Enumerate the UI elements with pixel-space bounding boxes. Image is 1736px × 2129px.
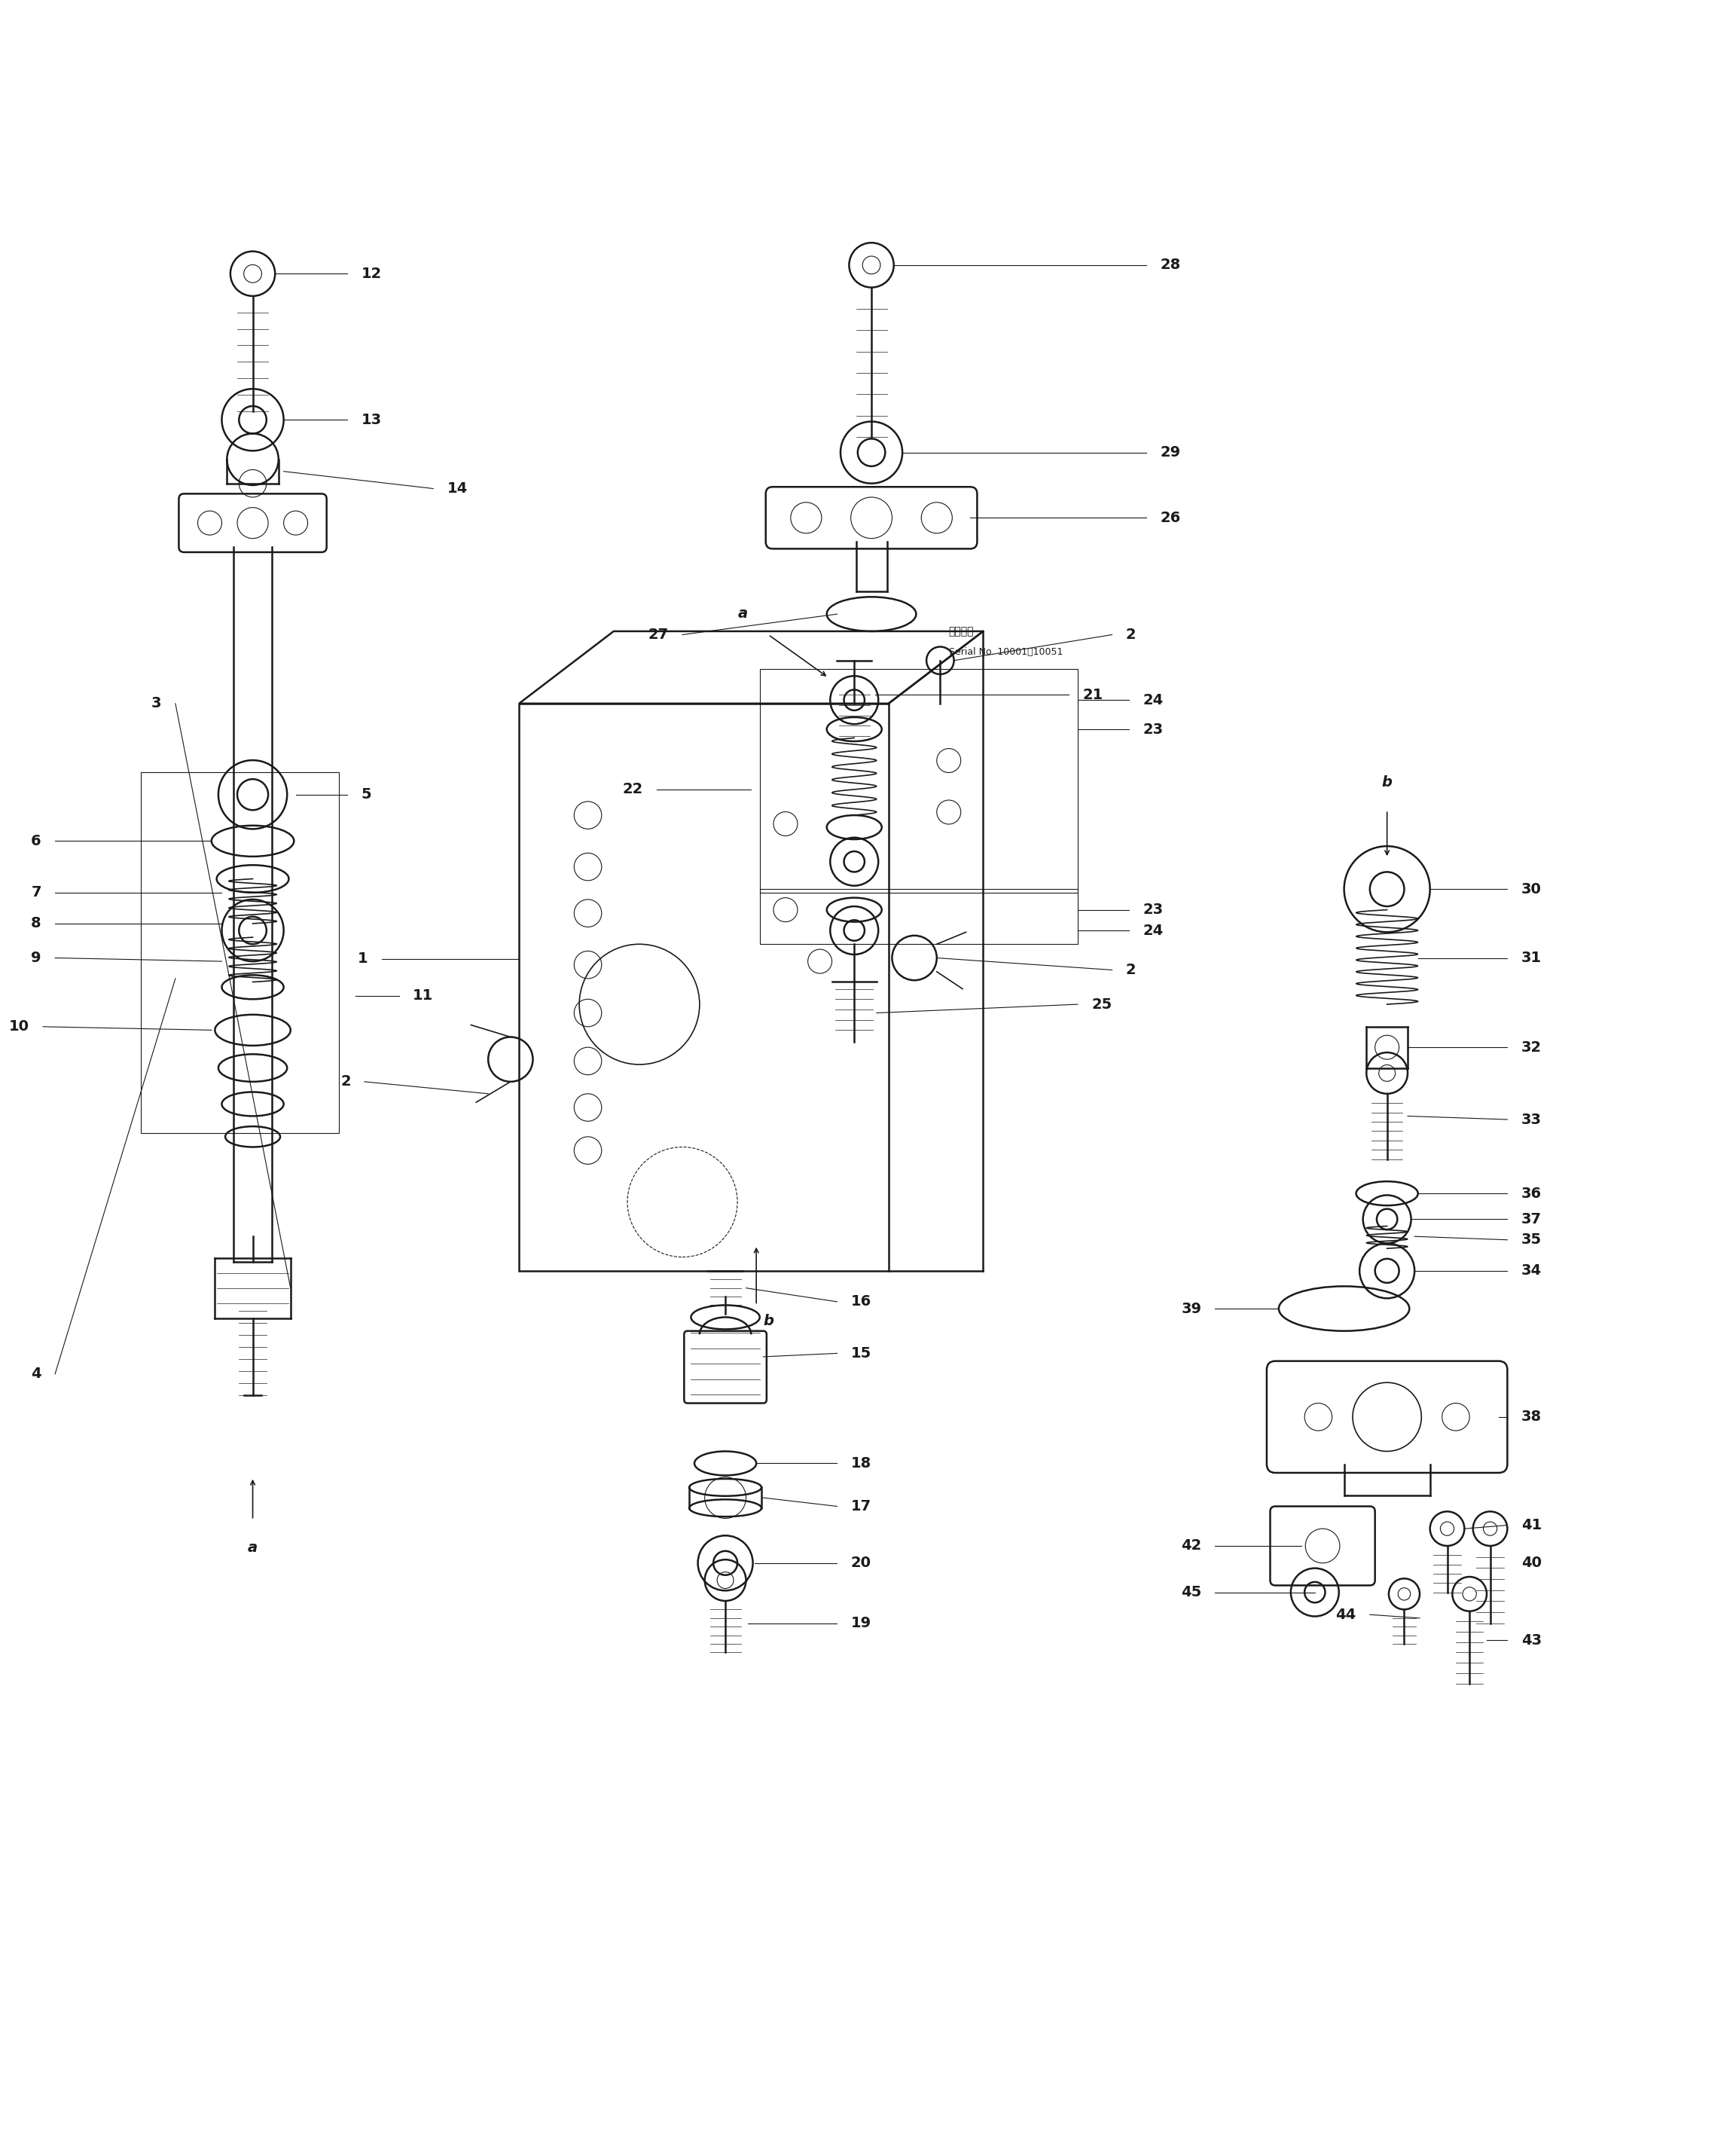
Text: 23: 23	[1142, 903, 1163, 918]
Text: 3: 3	[151, 696, 161, 711]
Text: 42: 42	[1180, 1539, 1201, 1552]
Text: 19: 19	[851, 1616, 871, 1631]
Text: 15: 15	[851, 1346, 871, 1360]
Text: 16: 16	[851, 1294, 871, 1309]
Text: 適用号機: 適用号機	[950, 626, 974, 637]
Text: 18: 18	[851, 1456, 871, 1471]
Text: 40: 40	[1521, 1556, 1542, 1571]
Text: 12: 12	[361, 266, 382, 281]
Text: 5: 5	[361, 788, 372, 803]
Text: b: b	[1382, 775, 1392, 790]
Text: 21: 21	[1083, 688, 1104, 703]
Text: 38: 38	[1521, 1409, 1542, 1424]
Bar	[760, 669, 1078, 892]
Text: 31: 31	[1521, 952, 1542, 964]
Text: 32: 32	[1521, 1041, 1542, 1054]
Text: 14: 14	[446, 481, 467, 496]
Bar	[760, 890, 1078, 943]
Text: Serial No. 10001～10051: Serial No. 10001～10051	[950, 647, 1062, 658]
Text: 43: 43	[1521, 1633, 1542, 1648]
Text: 28: 28	[1160, 258, 1180, 273]
Text: 20: 20	[851, 1556, 871, 1571]
Text: 23: 23	[1142, 722, 1163, 737]
Text: 26: 26	[1160, 511, 1180, 526]
Text: 27: 27	[648, 628, 668, 641]
Text: 11: 11	[413, 988, 432, 1003]
Text: 30: 30	[1521, 881, 1542, 896]
Bar	[519, 703, 889, 1271]
Text: 34: 34	[1521, 1265, 1542, 1277]
Text: 4: 4	[31, 1367, 42, 1382]
Text: 36: 36	[1521, 1186, 1542, 1201]
Text: 45: 45	[1180, 1586, 1201, 1599]
Text: 24: 24	[1142, 692, 1163, 707]
Text: b: b	[764, 1314, 774, 1328]
Text: 1: 1	[358, 952, 368, 967]
Text: 9: 9	[31, 952, 42, 964]
Text: a: a	[738, 607, 748, 622]
Text: 7: 7	[31, 886, 42, 901]
Text: 37: 37	[1521, 1211, 1542, 1226]
Text: 29: 29	[1160, 445, 1180, 460]
Text: 33: 33	[1521, 1111, 1542, 1126]
Text: 8: 8	[31, 915, 42, 930]
Text: a: a	[248, 1541, 257, 1554]
Text: 2: 2	[1127, 962, 1135, 977]
Text: 17: 17	[851, 1499, 871, 1514]
Bar	[141, 773, 339, 1133]
Text: 25: 25	[1092, 996, 1113, 1011]
Text: 35: 35	[1521, 1233, 1542, 1248]
Text: 39: 39	[1180, 1301, 1201, 1316]
Text: 13: 13	[361, 413, 382, 428]
Text: 41: 41	[1521, 1518, 1542, 1533]
Text: 2: 2	[340, 1075, 351, 1088]
Text: 10: 10	[9, 1020, 30, 1035]
Text: 6: 6	[31, 835, 42, 847]
Text: 2: 2	[1127, 628, 1135, 641]
Text: 22: 22	[621, 781, 642, 796]
Text: 44: 44	[1335, 1607, 1356, 1622]
Text: 24: 24	[1142, 924, 1163, 937]
